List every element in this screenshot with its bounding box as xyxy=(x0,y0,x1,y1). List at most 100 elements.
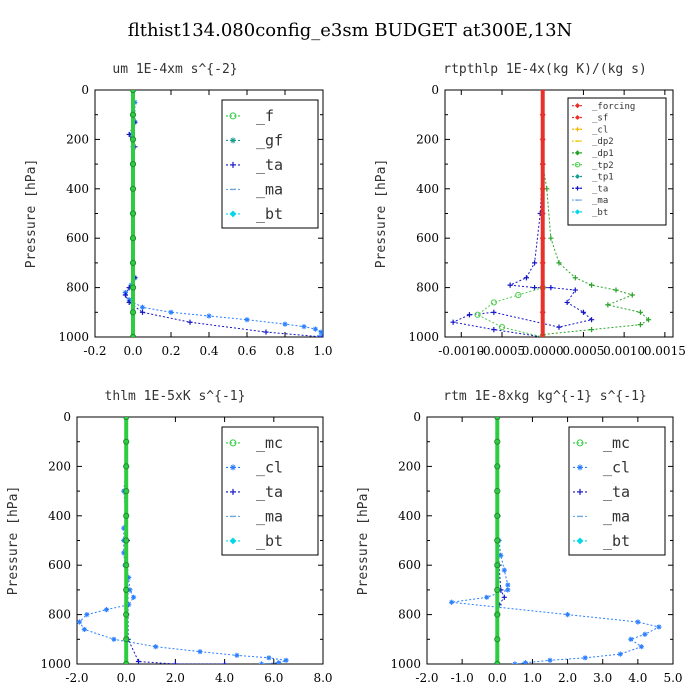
legend-marker xyxy=(575,174,580,179)
series-mc-point xyxy=(494,660,501,664)
legend: _f _gf _ta _ma _bt xyxy=(221,99,319,229)
series-ta-point xyxy=(222,661,228,664)
series-cl-point xyxy=(111,636,117,642)
x-tick-label: -1.0 xyxy=(451,671,474,685)
x-tick-label: -0.0010 xyxy=(438,344,484,358)
series-f-point xyxy=(129,111,137,118)
legend-label: _forcing xyxy=(592,102,635,112)
panel-thlm: thlm 1E-5xK s^{-1} Pressure [hPa] 0 200 400 6… xyxy=(6,389,333,685)
legend-marker xyxy=(229,112,237,120)
series-cl-point xyxy=(126,574,132,581)
series-mc-point xyxy=(123,611,130,618)
series-mc-point xyxy=(123,417,130,421)
y-tick-label: 600 xyxy=(416,231,439,245)
curve-2-point xyxy=(474,311,481,318)
series-cl-point xyxy=(498,552,504,558)
curve-0-point xyxy=(637,322,644,328)
legend-label: _ma xyxy=(256,508,283,526)
legend-label: _bt xyxy=(256,532,283,550)
legend-marker xyxy=(230,137,236,144)
curve-2-line xyxy=(476,287,543,337)
series-ta-point xyxy=(126,299,132,306)
series-forcing-point xyxy=(539,210,546,217)
x-tick-label: 0.6 xyxy=(237,344,256,358)
panel-rtpthlp: rtpthlp 1E-4x(kg K)/(kg s) Pressure [hPa]… xyxy=(374,62,686,358)
x-tick-label: 3.0 xyxy=(593,671,612,685)
series-ta-point xyxy=(172,661,178,664)
x-tick-label: 5.0 xyxy=(663,671,682,685)
series-ta-point xyxy=(122,292,128,298)
series-cl-point xyxy=(282,321,288,327)
curve-2-point xyxy=(498,324,506,331)
curve-1-point xyxy=(580,309,587,315)
plot-area xyxy=(122,90,323,337)
panel-title: rtpthlp 1E-4x(kg K)/(kg s) xyxy=(443,62,647,77)
curve-1-point xyxy=(466,312,473,318)
y-tick-label: 1000 xyxy=(408,330,439,344)
series-mc-point xyxy=(494,611,501,618)
legend-marker xyxy=(576,537,584,545)
series-ta-point xyxy=(501,594,507,600)
curve-2-point xyxy=(490,299,497,306)
series-forcing-point xyxy=(539,309,546,316)
series-forcing-point xyxy=(539,259,546,266)
y-tick-label: 0 xyxy=(413,410,421,424)
series-cl-point xyxy=(197,649,203,655)
series-f-point xyxy=(129,333,137,337)
series-cl-point xyxy=(449,599,455,605)
y-tick-label: 200 xyxy=(398,459,421,473)
series-cl-point xyxy=(484,594,490,600)
series-cl-point xyxy=(582,655,588,661)
curve-1-point xyxy=(507,282,513,288)
x-tick-label: 0.0000 xyxy=(522,344,564,358)
legend-label: _cl xyxy=(256,459,283,477)
curve-1-point xyxy=(548,285,554,291)
series-cl-point xyxy=(656,624,662,630)
y-tick-label: 400 xyxy=(398,509,421,523)
legend-marker xyxy=(229,537,237,545)
series-cl-point xyxy=(81,626,87,633)
series-mc-point xyxy=(494,562,501,569)
curve-1-point xyxy=(450,319,456,325)
legend-label: _tp2 xyxy=(592,161,614,171)
series-forcing-point xyxy=(539,90,546,94)
series-cl-point xyxy=(617,651,623,657)
legend-box xyxy=(567,97,667,226)
legend-marker xyxy=(574,103,581,109)
series-mc-point xyxy=(123,537,130,544)
series-cl-point xyxy=(564,612,571,618)
y-tick-label: 200 xyxy=(66,132,89,146)
legend-label: _ta xyxy=(256,483,283,501)
series-cl-point xyxy=(84,612,90,618)
legend-marker xyxy=(575,186,580,191)
x-tick-label: 0.0 xyxy=(123,344,142,358)
series-cl-line xyxy=(124,90,323,337)
y-axis-label: Pressure [hPa] xyxy=(374,159,389,269)
series-mc-point xyxy=(123,512,130,519)
legend-label: _ma xyxy=(592,196,608,206)
series-cl-point xyxy=(139,304,146,310)
series-mc-point xyxy=(494,586,501,594)
y-tick-label: 1000 xyxy=(58,330,89,344)
x-tick-label: -2.0 xyxy=(65,671,88,685)
panel-title: rtm 1E-8xkg kg^{-1} s^{-1} xyxy=(443,389,647,404)
legend-label: _sf xyxy=(592,114,608,124)
legend-label: _dp1 xyxy=(592,149,614,159)
series-cl-point xyxy=(168,309,174,315)
series-cl-point xyxy=(505,587,511,593)
curve-1-point xyxy=(531,285,538,291)
legend-marker xyxy=(577,464,583,471)
legend-label: _ma xyxy=(256,181,283,199)
legend-label: _mc xyxy=(256,434,283,452)
legend-marker xyxy=(575,115,580,120)
y-tick-label: 400 xyxy=(66,182,89,196)
series-cl-point xyxy=(301,324,307,330)
panel-title: thlm 1E-5xK s^{-1} xyxy=(105,389,246,404)
series-mc-point xyxy=(123,586,130,594)
series-cl-point xyxy=(206,313,212,319)
curve-0-point xyxy=(588,326,595,333)
series-cl-point xyxy=(318,329,323,335)
series-mc-point xyxy=(123,488,130,495)
y-tick-label: 800 xyxy=(398,608,421,622)
y-tick-label: 400 xyxy=(48,509,71,523)
